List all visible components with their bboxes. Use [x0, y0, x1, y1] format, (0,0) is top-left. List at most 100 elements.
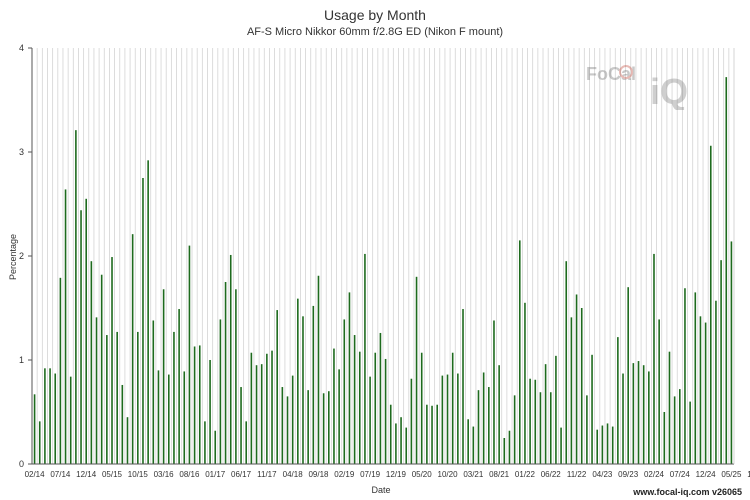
footer-url-version: www.focal-iq.com v26065 [633, 487, 742, 497]
bar-12/17 [271, 350, 273, 464]
bar-10/23 [632, 363, 635, 464]
bar-10/17 [260, 364, 263, 464]
bar-12/15 [147, 160, 149, 464]
x-tick-label: 10/20 [438, 470, 459, 479]
bar-02/22 [529, 378, 531, 464]
bar-05/24 [668, 351, 671, 464]
bar-06/21 [488, 387, 490, 464]
bar-09/14 [69, 376, 72, 464]
bar-10/21 [508, 430, 511, 464]
x-tick-label: 10/25 [747, 470, 750, 479]
bar-07/17 [245, 421, 248, 464]
bar-06/19 [364, 253, 366, 464]
bar-04/17 [229, 254, 232, 464]
bar-10/14 [75, 130, 77, 464]
bar-06/17 [240, 387, 242, 464]
bar-11/19 [389, 404, 392, 464]
bar-10/19 [384, 358, 387, 464]
bar-01/15 [90, 261, 93, 464]
bar-05/19 [358, 351, 361, 464]
bar-12/18 [333, 348, 335, 464]
bar-12/22 [580, 308, 583, 464]
x-tick-label: 02/19 [334, 470, 355, 479]
bar-04/16 [167, 374, 170, 464]
bar-09/21 [503, 438, 506, 464]
x-tick-label: 08/21 [489, 470, 510, 479]
bar-03/23 [596, 429, 599, 464]
bar-03/20 [410, 378, 413, 464]
vertical-gridlines [31, 48, 735, 464]
bar-10/16 [198, 345, 201, 464]
x-tick-label: 12/19 [386, 470, 407, 479]
y-tick-label: 1 [19, 355, 24, 365]
bar-07/16 [183, 371, 186, 464]
bar-01/25 [709, 145, 712, 464]
bar-11/22 [575, 294, 578, 464]
bar-09/24 [689, 401, 691, 464]
bar-07/22 [555, 355, 557, 464]
bar-12/24 [704, 322, 707, 464]
bar-05/15 [111, 257, 113, 464]
bar-10/18 [322, 393, 325, 464]
bar-03/16 [162, 289, 165, 464]
bar-12/23 [642, 365, 645, 464]
bar-12/21 [518, 240, 521, 464]
x-tick-label: 06/22 [541, 470, 562, 479]
bar-04/15 [106, 335, 108, 464]
bar-06/15 [116, 331, 118, 464]
bar-11/23 [637, 361, 640, 464]
bar-01/20 [400, 417, 402, 464]
bar-07/19 [369, 376, 371, 464]
bar-10/24 [694, 292, 697, 464]
bar-10/15 [137, 331, 139, 464]
y-tick-labels: 0 1 2 3 4 [19, 43, 32, 469]
bar-04/23 [601, 425, 604, 464]
x-tick-label: 10/15 [128, 470, 149, 479]
x-tick-label: 02/24 [644, 470, 665, 479]
bar-08/15 [126, 417, 129, 464]
bar-12/20 [457, 373, 459, 464]
bar-09/16 [193, 346, 196, 464]
bar-03/15 [100, 274, 103, 464]
chart-subtitle: AF-S Micro Nikkor 60mm f/2.8G ED (Nikon … [246, 26, 504, 38]
bar-03/24 [658, 319, 660, 464]
bar-05/16 [173, 331, 175, 464]
bar-11/24 [699, 316, 702, 464]
bar-04/20 [415, 276, 418, 464]
bar-11/14 [80, 210, 82, 464]
x-tick-label: 11/17 [257, 470, 277, 479]
bar-09/15 [131, 234, 134, 464]
bar-04/22 [539, 392, 542, 464]
y-axis-label: Percentage [8, 234, 18, 280]
bar-12/19 [395, 423, 397, 464]
x-tick-label: 01/17 [205, 470, 226, 479]
bar-09/19 [379, 332, 382, 464]
x-tick-label: 04/23 [592, 470, 613, 479]
bar-09/18 [317, 275, 320, 464]
bar-01/23 [586, 395, 588, 464]
x-tick-label: 08/16 [179, 470, 200, 479]
bar-09/20 [441, 375, 444, 464]
bar-07/20 [431, 405, 433, 464]
x-tick-label: 06/17 [231, 470, 252, 479]
bar-08/17 [250, 352, 253, 464]
bar-02/18 [281, 387, 284, 464]
bar-11/20 [451, 352, 454, 464]
logo-brand-iq: iQ [650, 71, 688, 110]
bar-11/18 [328, 391, 330, 464]
bar-11/17 [266, 353, 268, 464]
x-tick-label: 05/25 [721, 470, 742, 479]
x-tick-label: 03/16 [154, 470, 175, 479]
bar-02/15 [95, 317, 98, 464]
bar-01/22 [524, 302, 526, 464]
bar-05/21 [482, 372, 485, 464]
bar-10/20 [446, 374, 449, 464]
bar-07/21 [493, 320, 495, 464]
bar-08/22 [560, 427, 562, 464]
bar-02/20 [405, 427, 408, 464]
bar-08/16 [188, 245, 191, 464]
bar-11/16 [204, 421, 206, 464]
bar-04/25 [725, 77, 728, 465]
bar-03/21 [472, 426, 475, 464]
